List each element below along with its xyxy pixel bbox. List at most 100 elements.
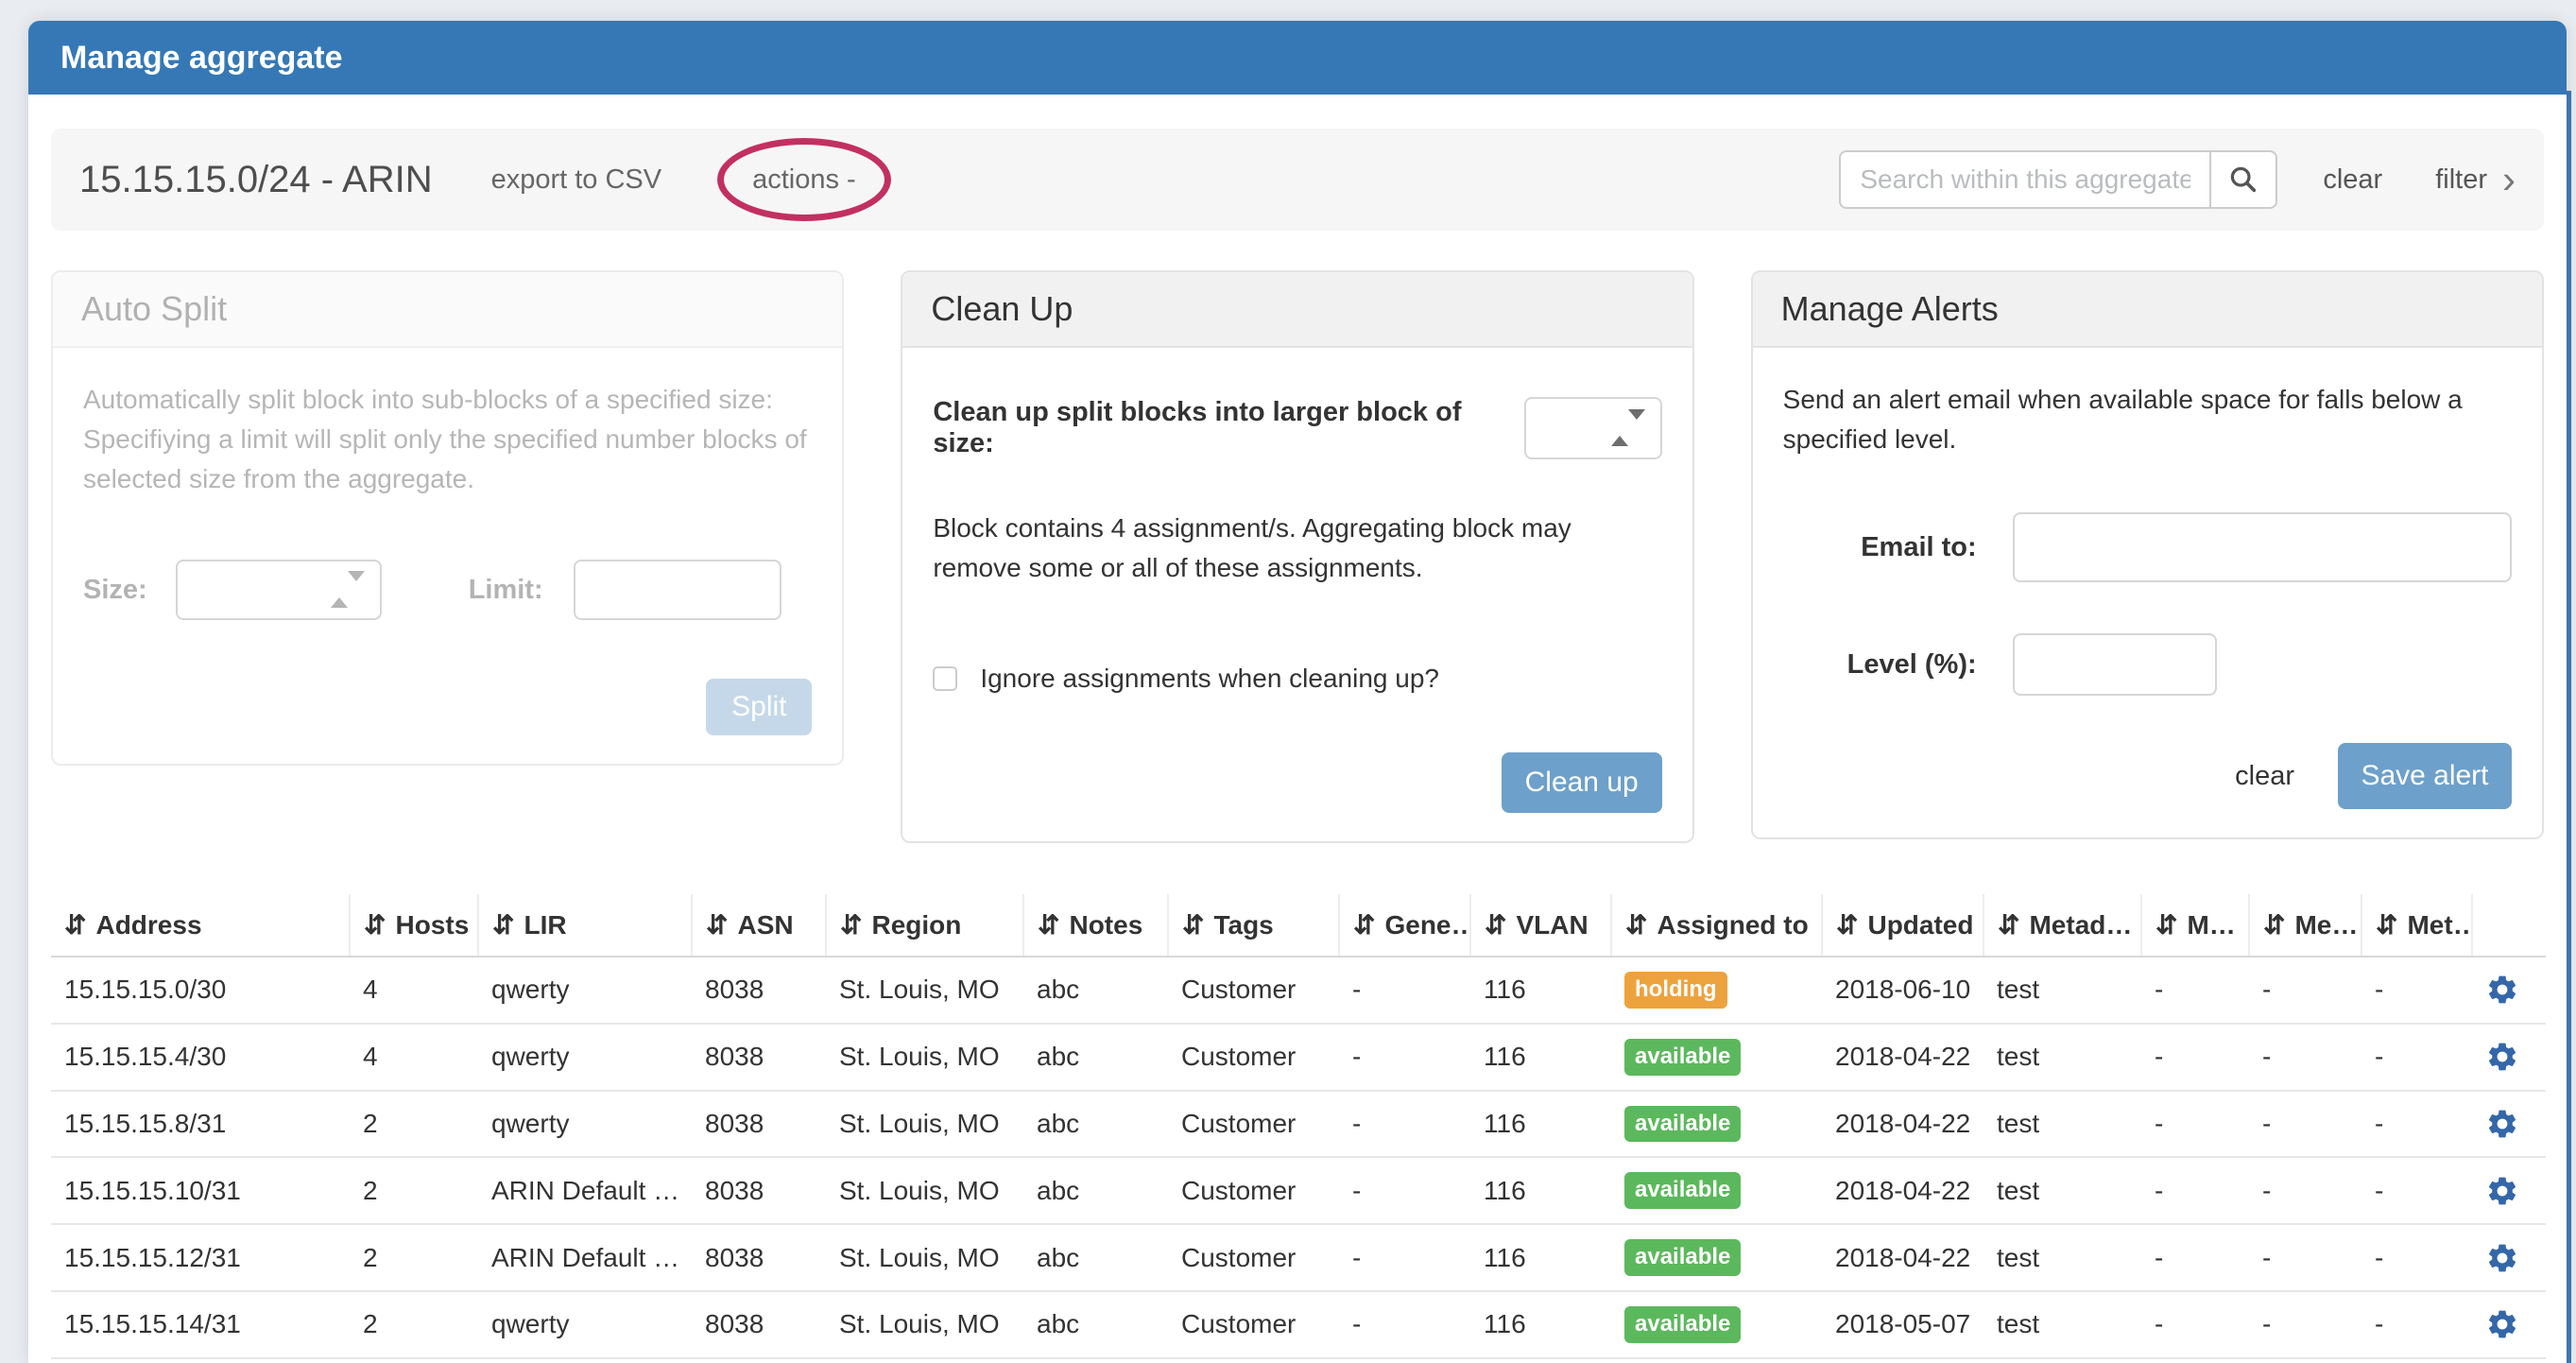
window-edge-line: [2567, 91, 2571, 1363]
cell-generic: -: [1339, 1024, 1470, 1091]
clean-up-title: Clean Up: [902, 272, 1692, 348]
column-header-hosts[interactable]: ⇵Hosts: [350, 894, 478, 957]
status-badge: available: [1624, 1306, 1741, 1343]
filter-toggle[interactable]: filter ›: [2435, 164, 2516, 196]
cell-m2: -: [2249, 1291, 2361, 1358]
table-row: 15.15.15.14/312qwerty8038St. Louis, MOab…: [51, 1291, 2546, 1358]
sort-arrows-icon: ⇵: [1038, 910, 1059, 940]
search-button[interactable]: [2209, 150, 2277, 209]
cell-asn: 8038: [692, 1358, 826, 1363]
row-settings-gear-icon[interactable]: [2485, 1174, 2519, 1208]
cell-m2: -: [2249, 1358, 2361, 1363]
export-to-csv-link[interactable]: export to CSV: [491, 164, 662, 196]
cell-status: available: [1611, 1024, 1822, 1091]
column-header-m2[interactable]: ⇵Me…: [2249, 894, 2361, 957]
column-header-tags[interactable]: ⇵Tags: [1168, 894, 1339, 957]
cell-lir: qwerty: [478, 1024, 692, 1091]
actions-dropdown[interactable]: actions -: [728, 147, 881, 213]
cell-lir: ARIN Default …: [478, 1157, 692, 1224]
column-header-metadata[interactable]: ⇵Metad…: [1984, 894, 2141, 957]
cell-address: 15.15.15.12/31: [51, 1224, 350, 1291]
search-input[interactable]: [1839, 150, 2209, 209]
status-badge: available: [1624, 1106, 1741, 1143]
auto-split-description: Automatically split block into sub-block…: [83, 380, 812, 499]
column-header-notes[interactable]: ⇵Notes: [1023, 894, 1168, 957]
row-settings-gear-icon[interactable]: [2485, 1241, 2519, 1275]
email-row: Email to:: [1783, 512, 2512, 582]
cell-m3: -: [2361, 1224, 2472, 1291]
sort-arrows-icon: ⇵: [1485, 910, 1506, 940]
column-header-vlan[interactable]: ⇵VLAN: [1470, 894, 1611, 957]
sort-arrows-icon: ⇵: [492, 910, 514, 940]
cell-asn: 8038: [692, 1091, 826, 1158]
cell-asn: 8038: [692, 1157, 826, 1224]
cell-lir: qwerty: [478, 1091, 692, 1158]
sort-arrows-icon: ⇵: [1836, 910, 1858, 940]
status-badge: holding: [1624, 972, 1727, 1009]
cell-m1: -: [2141, 1091, 2249, 1158]
cell-asn: 8038: [692, 1224, 826, 1291]
cell-actions: [2472, 1024, 2546, 1091]
manage-alerts-body: Send an alert email when available space…: [1753, 348, 2542, 837]
row-settings-gear-icon[interactable]: [2485, 973, 2519, 1007]
clear-search-link[interactable]: clear: [2323, 164, 2382, 196]
cell-region: St. Louis, MO: [826, 1291, 1023, 1358]
cell-m3: -: [2361, 1291, 2472, 1358]
cell-region: St. Louis, MO: [826, 1224, 1023, 1291]
cell-metadata: test: [1984, 1224, 2141, 1291]
level-input[interactable]: [2013, 633, 2217, 696]
status-badge: available: [1624, 1239, 1741, 1276]
actions-dropdown-label[interactable]: actions -: [752, 164, 856, 195]
clean-up-button[interactable]: Clean up: [1502, 752, 1662, 813]
clean-up-panel: Clean Up Clean up split blocks into larg…: [901, 270, 1693, 843]
cell-actions: [2472, 1358, 2546, 1363]
sort-arrows-icon: ⇵: [2376, 910, 2397, 940]
cell-status: available: [1611, 1291, 1822, 1358]
column-header-m3[interactable]: ⇵Met…: [2361, 894, 2472, 957]
save-alert-button[interactable]: Save alert: [2338, 743, 2512, 809]
row-settings-gear-icon[interactable]: [2485, 1107, 2519, 1141]
cell-lir: qwerty: [478, 1291, 692, 1358]
column-header-status[interactable]: ⇵Assigned to: [1611, 894, 1822, 957]
cell-tags: Customer: [1168, 1157, 1339, 1224]
column-header-address[interactable]: ⇵Address: [51, 894, 350, 957]
cell-m2: -: [2249, 1091, 2361, 1158]
clean-up-note: Block contains 4 assignment/s. Aggregati…: [933, 509, 1661, 588]
email-to-input[interactable]: [2013, 512, 2512, 582]
chevron-right-icon: ›: [2502, 166, 2516, 193]
cell-m1: -: [2141, 1224, 2249, 1291]
alerts-clear-link[interactable]: clear: [2235, 761, 2294, 792]
email-to-label: Email to:: [1783, 532, 1977, 563]
cell-metadata: test: [1984, 1157, 2141, 1224]
level-label: Level (%):: [1783, 649, 1977, 681]
size-select[interactable]: [176, 560, 382, 620]
column-header-asn[interactable]: ⇵ASN: [692, 894, 826, 957]
column-header-m1[interactable]: ⇵M…: [2141, 894, 2249, 957]
split-button[interactable]: Split: [706, 679, 812, 735]
cell-m2: -: [2249, 1224, 2361, 1291]
table-header-row: ⇵Address⇵Hosts⇵LIR⇵ASN⇵Region⇵Notes⇵Tags…: [51, 894, 2546, 957]
cell-address: 15.15.15.10/31: [51, 1157, 350, 1224]
clean-up-size-select[interactable]: [1524, 397, 1662, 459]
auto-split-button-row: Split: [83, 679, 812, 735]
cell-vlan: 116: [1470, 1358, 1611, 1363]
cell-actions: [2472, 957, 2546, 1024]
row-settings-gear-icon[interactable]: [2485, 1307, 2519, 1341]
cell-m3: -: [2361, 1157, 2472, 1224]
cell-m3: -: [2361, 1091, 2472, 1158]
column-header-generic[interactable]: ⇵Gene…: [1339, 894, 1470, 957]
clean-up-size-row: Clean up split blocks into larger block …: [933, 397, 1661, 459]
cell-region: St. Louis, MO: [826, 1157, 1023, 1224]
auto-split-panel: Auto Split Automatically split block int…: [51, 270, 844, 766]
manage-alerts-button-row: clear Save alert: [1783, 743, 2512, 809]
ignore-assignments-checkbox[interactable]: [933, 666, 957, 691]
cell-metadata: test: [1984, 957, 2141, 1024]
sort-arrows-icon: ⇵: [2155, 910, 2177, 940]
filter-label[interactable]: filter: [2435, 164, 2487, 196]
row-settings-gear-icon[interactable]: [2485, 1040, 2519, 1074]
limit-input[interactable]: [574, 560, 781, 620]
column-header-updated[interactable]: ⇵Updated: [1822, 894, 1984, 957]
column-header-lir[interactable]: ⇵LIR: [478, 894, 692, 957]
manage-alerts-panel: Manage Alerts Send an alert email when a…: [1751, 270, 2544, 839]
column-header-region[interactable]: ⇵Region: [826, 894, 1023, 957]
